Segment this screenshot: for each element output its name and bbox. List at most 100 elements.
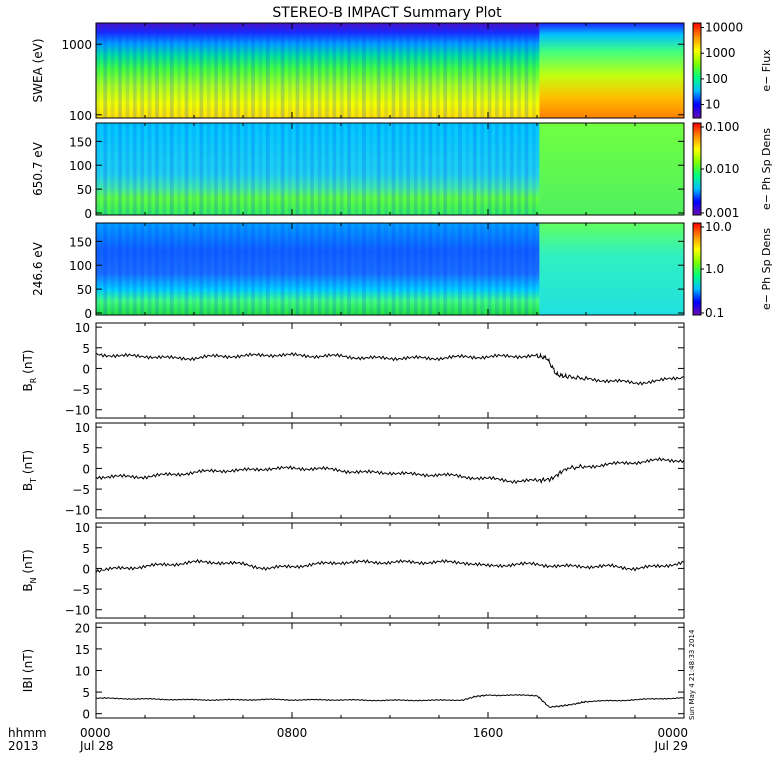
heatmap-texture (221, 23, 226, 118)
heatmap-texture (532, 23, 536, 118)
heatmap-texture (243, 123, 248, 215)
heatmap-texture (125, 123, 130, 215)
heatmap-texture (96, 23, 100, 118)
panel-frame (95, 622, 685, 719)
heatmap-texture (295, 223, 300, 315)
series-line-bn (95, 558, 685, 574)
y-tick-label: 10 (75, 321, 90, 335)
heatmap-texture (354, 23, 359, 118)
heatmap-texture (480, 123, 485, 215)
heatmap-texture (214, 223, 218, 315)
heatmap-texture (443, 123, 448, 215)
heatmap-texture (502, 123, 507, 215)
heatmap-texture (376, 223, 381, 315)
heatmap-texture (354, 123, 359, 215)
heatmap-texture (376, 23, 381, 118)
heatmap-texture (206, 23, 211, 118)
heatmap-texture (177, 123, 181, 215)
y-tick-label: −5 (72, 583, 90, 597)
heatmap-texture (288, 123, 292, 215)
heatmap-texture (147, 23, 152, 118)
heatmap-texture (103, 223, 108, 315)
heatmap-texture (332, 223, 337, 315)
heatmap-texture (206, 223, 211, 315)
heatmap-texture (103, 123, 108, 215)
heatmap-texture (258, 123, 263, 215)
heatmap-texture (177, 223, 181, 315)
heatmap-texture (524, 23, 529, 118)
heatmap-texture (413, 123, 418, 215)
heatmap-texture (265, 23, 270, 118)
y-axis-label-unit: (nT) (21, 450, 35, 478)
heatmap-region-after (539, 223, 684, 315)
y-axis-label: SWEA (eV) (31, 38, 45, 102)
y-axis-label: IBI (nT) (21, 649, 35, 692)
heatmap-texture (147, 123, 152, 215)
y-tick-label: 10 (75, 665, 90, 679)
heatmap-texture (132, 223, 137, 315)
heatmap-texture (413, 223, 418, 315)
heatmap-texture (480, 23, 485, 118)
y-tick-label: 1000 (61, 38, 92, 52)
colorbar-tick-label: 0.1 (705, 306, 724, 320)
panel-br: 10 5 0 −5 −10 BR (nT) (21, 321, 685, 419)
y-axis-label-subscript: R (29, 377, 38, 383)
heatmap-texture (184, 223, 189, 315)
heatmap-texture (310, 23, 315, 118)
heatmap-texture (406, 23, 411, 118)
heatmap-texture (332, 123, 337, 215)
heatmap-texture (221, 223, 226, 315)
heatmap-texture (480, 223, 485, 315)
heatmap-texture (199, 223, 204, 315)
heatmap-texture (125, 223, 130, 315)
heatmap-texture (339, 223, 344, 315)
y-tick-label: 5 (82, 542, 90, 556)
panel-frame (95, 522, 685, 619)
heatmap-texture (369, 23, 374, 118)
y-tick-label: 100 (69, 259, 92, 273)
panel-pad246: 150 100 50 0 246.6 eV 10.0 1.0 0.1 e− Ph Sp Dens (31, 220, 773, 321)
heatmap-texture (524, 223, 529, 315)
y-axis-label-main: B (21, 583, 35, 591)
heatmap-texture (502, 23, 507, 118)
y-tick-label: 100 (69, 109, 92, 123)
heatmap-texture (132, 23, 137, 118)
heatmap-texture (310, 223, 315, 315)
heatmap-texture (524, 123, 529, 215)
heatmap-texture (487, 123, 492, 215)
heatmap-texture (495, 223, 499, 315)
panel-bmag: 20 15 10 5 0 IBI (nT) (21, 621, 685, 722)
heatmap-texture (391, 23, 396, 118)
timestamp-label: Sun May 4 21:48:33 2014 (688, 629, 696, 720)
heatmap-texture (465, 223, 470, 315)
y-tick-label: −5 (72, 383, 90, 397)
heatmap-texture (362, 123, 366, 215)
colorbar-tick-label: 0.001 (705, 206, 739, 220)
y-axis-label: 650.7 eV (31, 141, 45, 196)
colorbar (692, 222, 702, 316)
heatmap-texture (295, 123, 300, 215)
heatmap-texture (221, 123, 226, 215)
heatmap-texture (184, 23, 189, 118)
panel-frame (95, 322, 685, 419)
y-tick-label: 0 (84, 307, 92, 321)
y-tick-label: 5 (82, 686, 90, 700)
heatmap-texture (450, 123, 455, 215)
heatmap-texture (162, 123, 167, 215)
y-tick-label: 0 (84, 207, 92, 221)
heatmap-texture (162, 223, 167, 315)
heatmap-texture (413, 23, 418, 118)
colorbar-tick-label: 1.0 (705, 262, 724, 276)
panel-frame (95, 422, 685, 519)
heatmap-texture (132, 123, 137, 215)
heatmap-texture (495, 123, 499, 215)
y-axis-label-main: B (21, 383, 35, 391)
heatmap-texture (110, 123, 115, 215)
x-tick-label: 0000 (657, 726, 688, 740)
heatmap-texture (487, 223, 492, 315)
heatmap-texture (428, 223, 433, 315)
heatmap-texture (458, 23, 462, 118)
heatmap-texture (384, 223, 388, 315)
